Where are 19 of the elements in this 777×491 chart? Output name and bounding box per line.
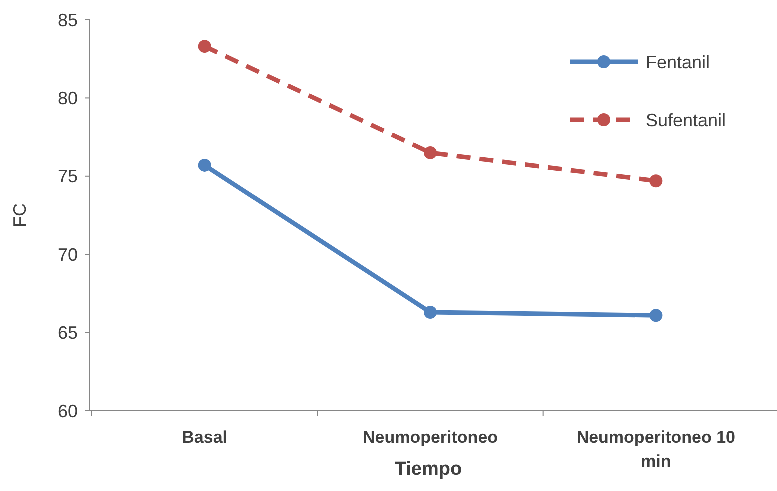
y-tick-label: 80 (58, 88, 78, 108)
point (198, 158, 212, 172)
x-tick-label: Neumoperitoneo (362, 428, 498, 447)
point (424, 306, 437, 319)
y-tick-label: 60 (58, 401, 78, 422)
x-axis-title: Tiempo (394, 459, 462, 480)
legend-label: Sufentanil (646, 110, 726, 130)
y-axis-title: FC (10, 204, 30, 228)
point (424, 146, 437, 160)
y-tick-label: 85 (58, 10, 78, 30)
point (650, 174, 663, 188)
y-tick-label: 65 (58, 323, 78, 344)
x-tick-label: Neumoperitoneo 10 min (576, 428, 736, 471)
x-tick-label: Basal (182, 428, 228, 447)
legend-label: Fentanil (646, 52, 710, 72)
y-tick-label: 75 (58, 166, 78, 187)
point (198, 40, 212, 54)
y-tick-label: 70 (58, 244, 78, 265)
point (650, 309, 663, 322)
